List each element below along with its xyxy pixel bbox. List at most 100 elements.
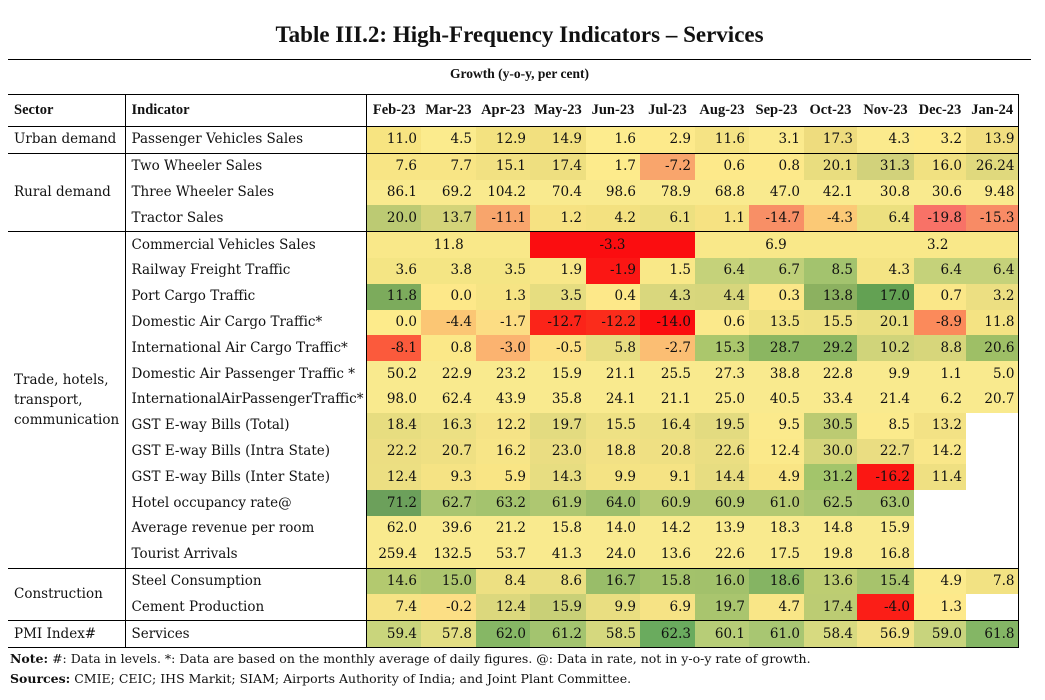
value-cell: 13.9: [965, 126, 1020, 154]
sector-cell: PMI Index#: [8, 620, 126, 648]
value-cell: 30.8: [856, 179, 914, 206]
value-cell: 13.6: [639, 541, 695, 569]
value-cell: 18.3: [748, 515, 804, 542]
value-cell: 9.9: [856, 361, 914, 387]
value-cell: 61.9: [529, 490, 586, 516]
table-row: Domestic Air Cargo Traffic* 0.0 -4.4 -1.7 -1…: [8, 309, 1020, 336]
value-cell: 4.5: [420, 126, 476, 154]
value-cell: 64.0: [585, 490, 640, 516]
value-cell: 132.5: [420, 541, 476, 569]
value-cell: 9.48: [965, 179, 1020, 206]
value-cell: 47.0: [748, 179, 804, 206]
value-cell: 15.8: [529, 515, 586, 542]
value-cell: 15.9: [529, 361, 586, 387]
table-row: PMI Index# Services 59.4 57.8 62.0 61.2 58.5 62…: [8, 620, 1020, 648]
indicator-cell: Port Cargo Traffic: [125, 283, 368, 310]
indicator-cell: International Air Cargo Traffic*: [125, 335, 368, 362]
sector-cell: Rural demand: [8, 152, 126, 232]
month-header: Jun-23: [585, 94, 640, 127]
value-cell: 4.3: [856, 257, 914, 284]
month-header: Jan-24: [965, 94, 1020, 127]
value-cell: 8.8: [913, 335, 966, 362]
value-cell: 71.2: [366, 490, 421, 516]
table-row: InternationalAirPassengerTraffic* 98.0 62.…: [8, 386, 1020, 413]
indicator-cell: InternationalAirPassengerTraffic*: [125, 386, 368, 413]
value-cell: 18.4: [366, 412, 421, 439]
value-cell: 50.2: [366, 361, 421, 387]
value-cell: 15.0: [420, 567, 476, 595]
value-cell: 17.4: [529, 152, 586, 180]
value-cell: 18.6: [748, 567, 804, 595]
indicator-cell: Domestic Air Passenger Traffic *: [125, 361, 368, 387]
value-cell: -4.3: [803, 205, 857, 232]
table-note: Note: #: Data in levels. *: Data are bas…: [10, 651, 811, 666]
month-header: Jul-23: [639, 94, 695, 127]
table-row: Railway Freight Traffic 3.6 3.8 3.5 1.9 -1.9 1…: [8, 257, 1020, 284]
value-cell: 5.9: [475, 464, 530, 491]
value-cell: 4.3: [639, 283, 695, 310]
title-rule: [8, 59, 1031, 60]
month-header: Sep-23: [748, 94, 804, 127]
value-cell: 98.6: [585, 179, 640, 206]
value-cell: 0.4: [585, 283, 640, 310]
value-cell: 30.6: [913, 179, 966, 206]
value-cell: 3.6: [366, 257, 421, 284]
value-cell: 70.4: [529, 179, 586, 206]
table-row: Cement Production 7.4 -0.2 12.4 15.9 9.9 6.9 19…: [8, 594, 1020, 621]
value-cell: -8.9: [913, 309, 966, 336]
value-cell: 21.1: [585, 361, 640, 387]
value-cell: [965, 515, 1020, 542]
value-cell: 20.7: [965, 386, 1020, 413]
value-cell: 0.7: [913, 283, 966, 310]
value-cell: 16.8: [856, 541, 914, 569]
value-cell: 9.9: [585, 464, 640, 491]
value-cell: 61.0: [748, 490, 804, 516]
indicator-cell: Passenger Vehicles Sales: [125, 126, 368, 154]
month-header: Dec-23: [913, 94, 966, 127]
indicator-cell: GST E-way Bills (Intra State): [125, 438, 368, 465]
table-row: Hotel occupancy rate@ 71.2 62.7 63.2 61.9 64.…: [8, 490, 1020, 516]
table-row: Tractor Sales 20.0 13.7 -11.1 1.2 4.2 6.1 1.1 -1…: [8, 205, 1020, 232]
value-cell: 78.9: [639, 179, 695, 206]
value-cell: 104.2: [475, 179, 530, 206]
value-cell: 12.2: [475, 412, 530, 439]
value-cell: 19.7: [694, 594, 749, 621]
value-cell: 4.7: [748, 594, 804, 621]
value-cell: 14.2: [639, 515, 695, 542]
table-row: Average revenue per room 62.0 39.6 21.2 15.8…: [8, 515, 1020, 542]
value-cell: 9.3: [420, 464, 476, 491]
value-cell: 31.3: [856, 152, 914, 180]
value-cell: 13.7: [420, 205, 476, 232]
value-cell: 22.6: [694, 541, 749, 569]
value-cell: 30.5: [803, 412, 857, 439]
table-row: GST E-way Bills (Total) 18.4 16.3 12.2 19.7 1…: [8, 412, 1020, 439]
value-cell: 16.7: [585, 567, 640, 595]
value-cell: 33.4: [803, 386, 857, 413]
indicator-cell: Two Wheeler Sales: [125, 152, 368, 180]
value-cell: 7.8: [965, 567, 1020, 595]
value-cell: 43.9: [475, 386, 530, 413]
indicator-cell: GST E-way Bills (Total): [125, 412, 368, 439]
value-cell: 7.4: [366, 594, 421, 621]
value-cell: 14.3: [529, 464, 586, 491]
value-cell: 0.8: [748, 152, 804, 180]
value-cell: 60.9: [694, 490, 749, 516]
value-cell: 12.4: [748, 438, 804, 465]
indicator-cell: Steel Consumption: [125, 567, 368, 595]
value-cell: 4.9: [913, 567, 966, 595]
value-cell: 39.6: [420, 515, 476, 542]
value-cell: 1.2: [529, 205, 586, 232]
month-header: Aug-23: [694, 94, 749, 127]
value-cell: 18.8: [585, 438, 640, 465]
value-cell: 6.2: [913, 386, 966, 413]
table-row: Rural demand Two Wheeler Sales 7.6 7.7 15.1 1…: [8, 152, 1020, 232]
value-cell: 1.3: [475, 283, 530, 310]
merged-value-cell: -3.3: [529, 231, 695, 258]
value-cell: 8.5: [803, 257, 857, 284]
value-cell: 3.1: [748, 126, 804, 154]
value-cell: [965, 438, 1020, 465]
value-cell: 22.7: [856, 438, 914, 465]
value-cell: [965, 464, 1020, 491]
value-cell: 19.8: [803, 541, 857, 569]
value-cell: 0.3: [748, 283, 804, 310]
